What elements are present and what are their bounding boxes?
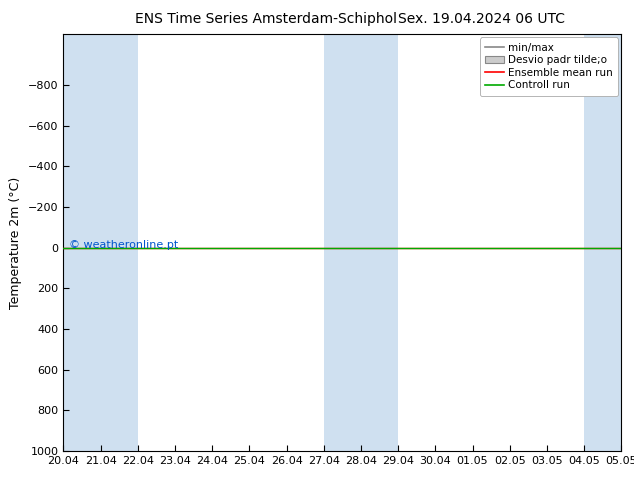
- Text: © weatheronline.pt: © weatheronline.pt: [69, 241, 178, 250]
- Bar: [584, 34, 621, 451]
- Text: ENS Time Series Amsterdam-Schiphol: ENS Time Series Amsterdam-Schiphol: [135, 12, 398, 26]
- Bar: [324, 34, 398, 451]
- Bar: [63, 34, 138, 451]
- Legend: min/max, Desvio padr tilde;o, Ensemble mean run, Controll run: min/max, Desvio padr tilde;o, Ensemble m…: [480, 37, 618, 96]
- Text: Sex. 19.04.2024 06 UTC: Sex. 19.04.2024 06 UTC: [398, 12, 566, 26]
- Y-axis label: Temperature 2m (°C): Temperature 2m (°C): [10, 176, 22, 309]
